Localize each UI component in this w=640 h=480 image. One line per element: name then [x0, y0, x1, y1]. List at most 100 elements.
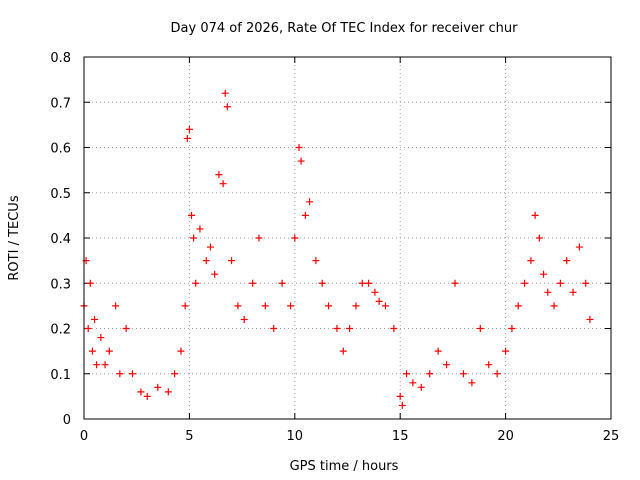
- y-tick-label: 0.8: [50, 51, 71, 66]
- data-point: [301, 211, 309, 219]
- data-point: [88, 347, 96, 355]
- data-point: [192, 279, 200, 287]
- plot-frame: [83, 56, 612, 420]
- data-point: [398, 401, 406, 409]
- data-point: [221, 89, 229, 97]
- data-point: [181, 302, 189, 310]
- data-point: [84, 325, 92, 332]
- data-point: [249, 279, 257, 287]
- data-point: [426, 370, 434, 378]
- y-axis-label: ROTI / TECUs: [7, 195, 22, 280]
- data-point: [333, 325, 341, 332]
- data-point: [514, 302, 522, 310]
- data-points: [80, 89, 594, 409]
- data-point: [403, 370, 411, 378]
- data-point: [358, 279, 366, 287]
- grid-lines: [84, 57, 611, 419]
- x-tick-label: 10: [287, 429, 304, 444]
- data-point: [569, 288, 577, 296]
- data-point: [202, 257, 210, 265]
- data-point: [521, 279, 529, 287]
- data-point: [91, 315, 99, 323]
- data-point: [261, 302, 269, 310]
- data-point: [211, 270, 219, 278]
- x-tick-label: 25: [603, 429, 620, 444]
- data-point: [390, 325, 398, 332]
- data-point: [582, 279, 590, 287]
- data-point: [502, 347, 510, 355]
- data-point: [101, 361, 109, 369]
- y-tick-label: 0.6: [50, 142, 71, 157]
- data-point: [586, 315, 594, 323]
- data-point: [417, 383, 425, 391]
- data-point: [556, 279, 564, 287]
- data-point: [215, 171, 223, 179]
- data-point: [352, 302, 360, 310]
- data-point: [459, 370, 467, 378]
- chart-title: Day 074 of 2026, Rate Of TEC Index for r…: [171, 21, 519, 36]
- data-point: [116, 370, 124, 378]
- data-point: [468, 379, 476, 387]
- data-point: [540, 270, 548, 278]
- data-point: [206, 243, 214, 251]
- data-point: [240, 315, 248, 323]
- data-point: [255, 234, 263, 242]
- data-point: [177, 347, 185, 355]
- data-point: [485, 361, 493, 369]
- data-point: [371, 288, 379, 296]
- data-point: [575, 243, 583, 251]
- x-tick-label: 15: [392, 429, 409, 444]
- data-point: [409, 379, 417, 387]
- data-point: [339, 347, 347, 355]
- data-point: [137, 388, 145, 396]
- data-point: [112, 302, 120, 310]
- data-point: [381, 302, 389, 310]
- data-point: [188, 211, 196, 219]
- data-point: [143, 392, 151, 400]
- data-point: [312, 257, 320, 265]
- y-tick-label: 0.5: [50, 187, 71, 202]
- y-tick-label: 0.4: [50, 232, 71, 247]
- data-point: [535, 234, 543, 242]
- data-point: [122, 325, 130, 332]
- data-point: [563, 257, 571, 265]
- data-point: [476, 325, 484, 332]
- data-point: [234, 302, 242, 310]
- data-point: [97, 334, 105, 342]
- data-point: [295, 144, 303, 151]
- data-point: [219, 180, 227, 188]
- data-point: [306, 198, 314, 206]
- data-point: [196, 225, 204, 233]
- data-point: [228, 257, 236, 265]
- data-point: [287, 302, 295, 310]
- y-tick-label: 0.3: [50, 277, 71, 292]
- data-point: [443, 361, 451, 369]
- data-point: [493, 370, 501, 378]
- data-point: [154, 383, 162, 391]
- data-point: [270, 325, 278, 332]
- y-tick-label: 0.2: [50, 323, 71, 338]
- data-point: [278, 279, 286, 287]
- x-tick-label: 20: [497, 429, 514, 444]
- data-point: [346, 325, 354, 332]
- data-point: [297, 157, 305, 165]
- data-point: [318, 279, 326, 287]
- data-point: [550, 302, 558, 310]
- y-tick-label: 0.1: [50, 368, 71, 383]
- data-point: [451, 279, 459, 287]
- data-point: [434, 347, 442, 355]
- data-point: [86, 279, 94, 287]
- data-point: [223, 103, 231, 111]
- data-point: [128, 370, 136, 378]
- data-point: [508, 325, 516, 332]
- data-point: [396, 392, 404, 400]
- data-point: [325, 302, 333, 310]
- data-point: [365, 279, 373, 287]
- data-point: [291, 234, 299, 242]
- data-point: [171, 370, 179, 378]
- data-point: [544, 288, 552, 296]
- data-point: [375, 297, 383, 305]
- data-point: [93, 361, 101, 369]
- y-tick-label: 0: [63, 413, 71, 428]
